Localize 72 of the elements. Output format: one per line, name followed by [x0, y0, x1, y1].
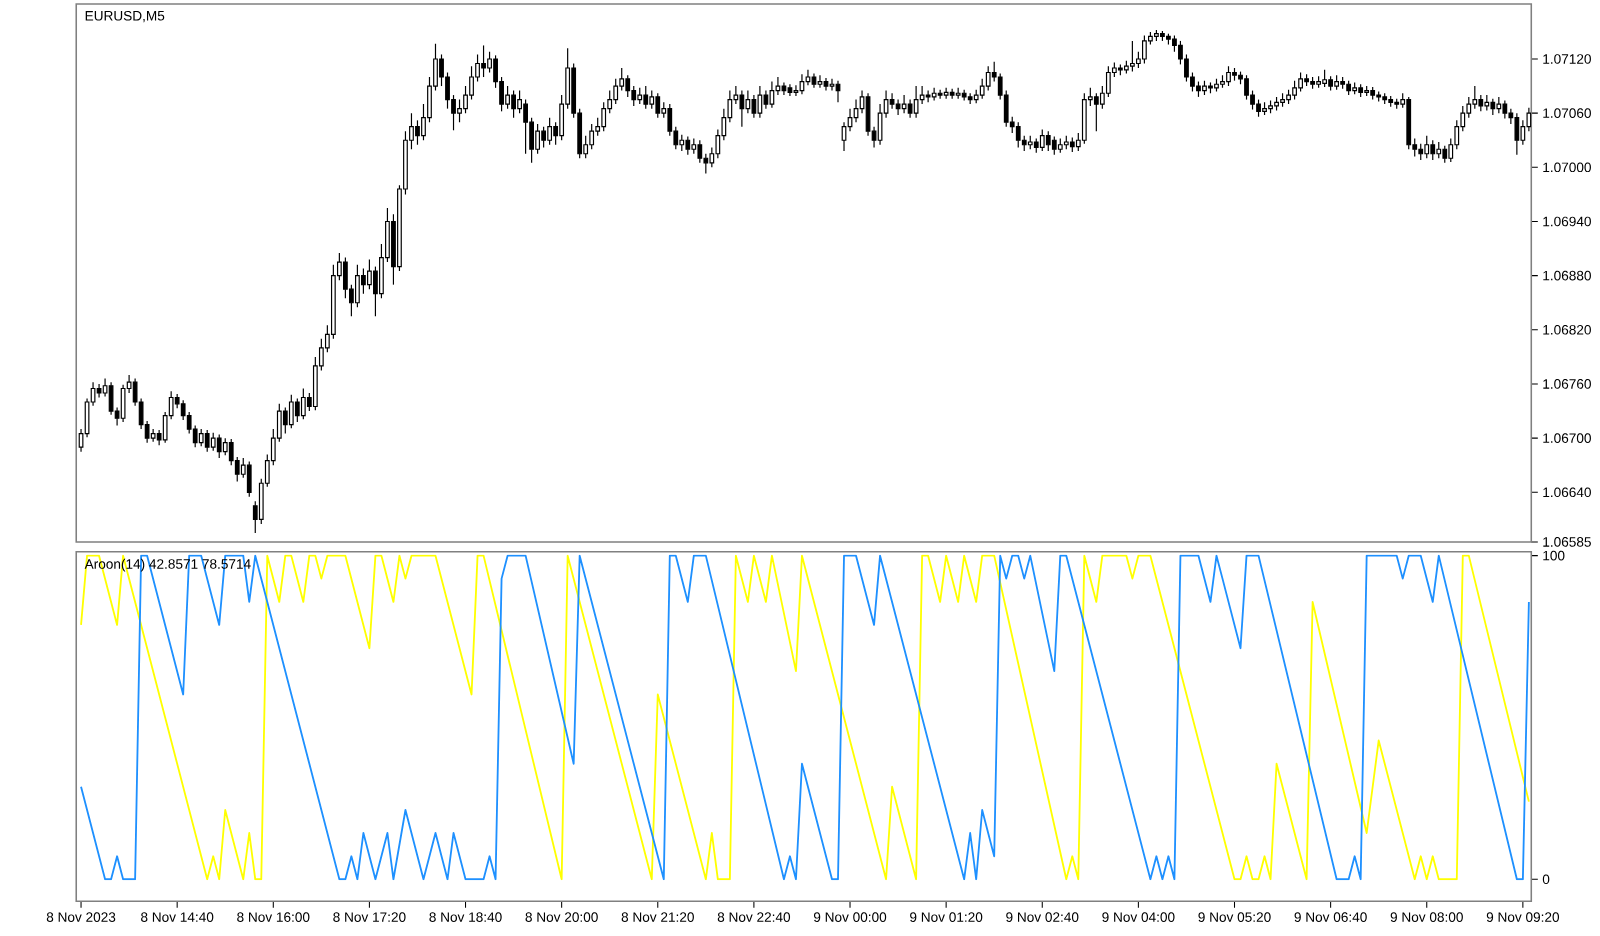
candlestick	[535, 123, 541, 155]
candlestick	[1141, 34, 1147, 64]
candlestick	[901, 94, 907, 114]
candlestick	[1352, 81, 1358, 95]
candlestick	[355, 263, 360, 308]
candlestick	[1154, 29, 1159, 42]
line-series	[80, 554, 1530, 880]
candlestick	[799, 73, 805, 95]
candlestick	[108, 381, 114, 415]
candlestick	[1027, 134, 1033, 150]
candlestick	[823, 77, 829, 91]
candlestick	[895, 98, 901, 116]
candlestick	[853, 98, 859, 123]
candlestick	[805, 68, 811, 86]
candlestick	[1039, 128, 1045, 152]
candlestick	[955, 86, 961, 99]
candlestick	[943, 86, 949, 99]
candlestick	[300, 387, 306, 420]
candlestick	[931, 86, 937, 101]
candlestick	[1436, 141, 1442, 159]
candlestick	[913, 85, 919, 118]
candlestick	[829, 77, 835, 91]
candlestick	[1129, 40, 1135, 72]
candlestick	[96, 383, 102, 398]
candlestick	[1334, 74, 1340, 90]
candlestick	[198, 428, 204, 447]
candlestick	[547, 116, 553, 146]
candlestick	[1081, 92, 1087, 145]
candlestick	[745, 89, 751, 114]
candlestick	[120, 383, 126, 423]
candlestick	[1316, 75, 1321, 89]
candlestick	[1226, 65, 1231, 87]
candlestick	[787, 83, 793, 97]
candlestick	[1496, 95, 1502, 114]
candlestick	[1214, 77, 1219, 92]
candlestick	[1364, 85, 1370, 97]
candlestick	[1322, 68, 1328, 88]
candlestick	[1502, 99, 1508, 119]
candlestick	[781, 81, 787, 96]
candlestick	[1298, 71, 1303, 92]
candlestick	[1202, 79, 1207, 96]
candlestick	[1262, 101, 1267, 116]
candlestick	[222, 437, 228, 456]
candlestick	[150, 428, 156, 443]
candlestick	[649, 89, 655, 109]
candlestick	[589, 123, 595, 150]
candlestick	[1280, 92, 1285, 108]
candlestick	[739, 89, 745, 127]
candlestick	[679, 133, 685, 152]
candlestick	[1274, 95, 1279, 111]
candlestick	[288, 393, 294, 429]
candlestick	[1292, 79, 1297, 100]
candlestick	[691, 137, 697, 155]
candlestick	[1220, 74, 1225, 89]
candlestick	[757, 85, 763, 118]
candlestick	[1268, 99, 1273, 114]
candlestick	[1057, 137, 1063, 154]
candlestick	[1514, 112, 1520, 155]
candlestick	[367, 258, 372, 290]
candlestick	[751, 94, 757, 118]
candlestick	[817, 74, 823, 89]
candlestick	[637, 86, 643, 105]
candlestick	[1286, 88, 1291, 105]
candlestick	[1484, 94, 1490, 111]
candlestick	[769, 80, 775, 108]
candlestick	[811, 72, 817, 89]
candlestick	[985, 65, 991, 91]
candlestick	[210, 431, 216, 452]
candlestick	[925, 89, 931, 103]
candlestick	[505, 85, 510, 109]
candlestick	[1424, 134, 1430, 159]
candlestick	[1063, 134, 1069, 150]
